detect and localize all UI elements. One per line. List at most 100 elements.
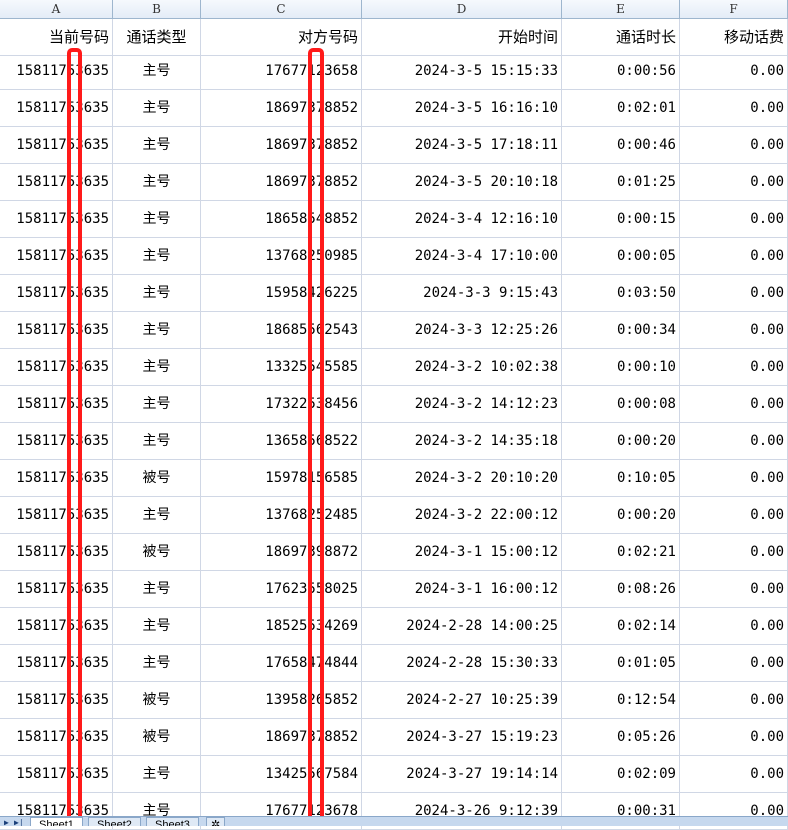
cell-call-type[interactable]: 主号 bbox=[113, 349, 201, 385]
cell-duration[interactable]: 0:05:26 bbox=[562, 719, 680, 755]
cell-current-number[interactable]: 15811753635 bbox=[0, 682, 113, 718]
cell-fee[interactable]: 0.00 bbox=[680, 460, 788, 496]
cell-fee[interactable]: 0.00 bbox=[680, 275, 788, 311]
cell-call-type[interactable]: 主号 bbox=[113, 608, 201, 644]
cell-start-time[interactable]: 2024-3-5 16:16:10 bbox=[362, 90, 562, 126]
cell-start-time[interactable]: 2024-3-1 15:00:12 bbox=[362, 534, 562, 570]
cell-duration[interactable]: 0:02:21 bbox=[562, 534, 680, 570]
cell-duration[interactable]: 0:00:56 bbox=[562, 53, 680, 89]
cell-duration[interactable]: 0:01:05 bbox=[562, 645, 680, 681]
cell-start-time[interactable]: 2024-3-26 9:12:39 bbox=[362, 793, 562, 829]
cell-current-number[interactable]: 15811753635 bbox=[0, 423, 113, 459]
cell-call-type[interactable]: 被号 bbox=[113, 719, 201, 755]
cell-other-number[interactable]: 18697398872 bbox=[201, 534, 362, 570]
cell-other-number[interactable]: 13958265852 bbox=[201, 682, 362, 718]
cell-current-number[interactable]: 15811753635 bbox=[0, 719, 113, 755]
column-header-c[interactable]: C bbox=[201, 0, 362, 18]
cell-start-time[interactable]: 2024-3-4 12:16:10 bbox=[362, 201, 562, 237]
cell-duration[interactable]: 0:00:05 bbox=[562, 238, 680, 274]
cell-start-time[interactable]: 2024-3-27 19:14:14 bbox=[362, 756, 562, 792]
cell-call-type[interactable]: 主号 bbox=[113, 793, 201, 829]
header-cell-current-number[interactable]: 当前号码 bbox=[0, 19, 113, 55]
cell-duration[interactable]: 0:00:31 bbox=[562, 793, 680, 829]
cell-call-type[interactable]: 主号 bbox=[113, 645, 201, 681]
cell-call-type[interactable]: 主号 bbox=[113, 386, 201, 422]
cell-duration[interactable]: 0:10:05 bbox=[562, 460, 680, 496]
cell-fee[interactable]: 0.00 bbox=[680, 201, 788, 237]
cell-fee[interactable]: 0.00 bbox=[680, 164, 788, 200]
cell-duration[interactable]: 0:00:46 bbox=[562, 127, 680, 163]
cell-fee[interactable]: 0.00 bbox=[680, 719, 788, 755]
cell-fee[interactable]: 0.00 bbox=[680, 238, 788, 274]
cell-current-number[interactable]: 15811753635 bbox=[0, 497, 113, 533]
sheet-tab-sheet3[interactable]: Sheet3 bbox=[146, 817, 199, 826]
sheet-nav-last-icon[interactable]: ▶| bbox=[14, 818, 24, 826]
sheet-tab-sheet1[interactable]: Sheet1 bbox=[30, 817, 83, 826]
cell-start-time[interactable]: 2024-3-4 17:10:00 bbox=[362, 238, 562, 274]
cell-other-number[interactable]: 13425567584 bbox=[201, 756, 362, 792]
cell-other-number[interactable]: 18697378852 bbox=[201, 90, 362, 126]
sheet-tab-sheet2[interactable]: Sheet2 bbox=[88, 817, 141, 826]
cell-other-number[interactable]: 17677123658 bbox=[201, 53, 362, 89]
cell-duration[interactable]: 0:01:25 bbox=[562, 164, 680, 200]
column-header-d[interactable]: D bbox=[362, 0, 562, 18]
cell-duration[interactable]: 0:12:54 bbox=[562, 682, 680, 718]
cell-other-number[interactable]: 15978156585 bbox=[201, 460, 362, 496]
cell-call-type[interactable]: 主号 bbox=[113, 756, 201, 792]
cell-start-time[interactable]: 2024-3-5 15:15:33 bbox=[362, 53, 562, 89]
cell-call-type[interactable]: 主号 bbox=[113, 90, 201, 126]
cell-fee[interactable]: 0.00 bbox=[680, 756, 788, 792]
column-header-b[interactable]: B bbox=[113, 0, 201, 18]
sheet-nav-next-icon[interactable]: ▶ bbox=[4, 818, 9, 826]
cell-current-number[interactable]: 15811753635 bbox=[0, 349, 113, 385]
cell-other-number[interactable]: 18697378852 bbox=[201, 127, 362, 163]
cell-duration[interactable]: 0:00:15 bbox=[562, 201, 680, 237]
cell-fee[interactable]: 0.00 bbox=[680, 645, 788, 681]
cell-start-time[interactable]: 2024-3-2 14:12:23 bbox=[362, 386, 562, 422]
cell-fee[interactable]: 0.00 bbox=[680, 608, 788, 644]
cell-other-number[interactable]: 13325545585 bbox=[201, 349, 362, 385]
cell-start-time[interactable]: 2024-3-5 20:10:18 bbox=[362, 164, 562, 200]
cell-current-number[interactable]: 15811753635 bbox=[0, 90, 113, 126]
cell-call-type[interactable]: 主号 bbox=[113, 53, 201, 89]
column-header-e[interactable]: E bbox=[562, 0, 680, 18]
cell-other-number[interactable]: 13768252485 bbox=[201, 497, 362, 533]
cell-current-number[interactable]: 15811753635 bbox=[0, 756, 113, 792]
cell-duration[interactable]: 0:00:20 bbox=[562, 423, 680, 459]
cell-start-time[interactable]: 2024-2-28 14:00:25 bbox=[362, 608, 562, 644]
cell-other-number[interactable]: 18525534269 bbox=[201, 608, 362, 644]
column-header-f[interactable]: F bbox=[680, 0, 788, 18]
header-cell-other-number[interactable]: 对方号码 bbox=[201, 19, 362, 55]
cell-start-time[interactable]: 2024-3-3 9:15:43 bbox=[362, 275, 562, 311]
cell-current-number[interactable]: 15811753635 bbox=[0, 312, 113, 348]
cell-current-number[interactable]: 15811753635 bbox=[0, 238, 113, 274]
cell-call-type[interactable]: 主号 bbox=[113, 238, 201, 274]
cell-fee[interactable]: 0.00 bbox=[680, 386, 788, 422]
header-cell-call-type[interactable]: 通话类型 bbox=[113, 19, 201, 55]
cell-start-time[interactable]: 2024-3-2 14:35:18 bbox=[362, 423, 562, 459]
cell-current-number[interactable]: 15811753635 bbox=[0, 645, 113, 681]
cell-start-time[interactable]: 2024-3-2 20:10:20 bbox=[362, 460, 562, 496]
cell-start-time[interactable]: 2024-2-28 15:30:33 bbox=[362, 645, 562, 681]
cell-fee[interactable]: 0.00 bbox=[680, 349, 788, 385]
cell-call-type[interactable]: 主号 bbox=[113, 201, 201, 237]
insert-sheet-icon[interactable]: ✲ bbox=[206, 817, 226, 826]
cell-call-type[interactable]: 主号 bbox=[113, 571, 201, 607]
cell-other-number[interactable]: 17623558025 bbox=[201, 571, 362, 607]
cell-call-type[interactable]: 被号 bbox=[113, 534, 201, 570]
cell-other-number[interactable]: 17322538456 bbox=[201, 386, 362, 422]
cell-duration[interactable]: 0:08:26 bbox=[562, 571, 680, 607]
cell-duration[interactable]: 0:02:14 bbox=[562, 608, 680, 644]
cell-fee[interactable]: 0.00 bbox=[680, 682, 788, 718]
cell-duration[interactable]: 0:00:10 bbox=[562, 349, 680, 385]
cell-current-number[interactable]: 15811753635 bbox=[0, 534, 113, 570]
cell-call-type[interactable]: 主号 bbox=[113, 497, 201, 533]
cell-fee[interactable]: 0.00 bbox=[680, 127, 788, 163]
cell-start-time[interactable]: 2024-3-5 17:18:11 bbox=[362, 127, 562, 163]
header-cell-duration[interactable]: 通话时长 bbox=[562, 19, 680, 55]
cell-fee[interactable]: 0.00 bbox=[680, 312, 788, 348]
cell-other-number[interactable]: 18697378852 bbox=[201, 164, 362, 200]
cell-duration[interactable]: 0:02:09 bbox=[562, 756, 680, 792]
cell-fee[interactable]: 0.00 bbox=[680, 497, 788, 533]
cell-other-number[interactable]: 13658568522 bbox=[201, 423, 362, 459]
